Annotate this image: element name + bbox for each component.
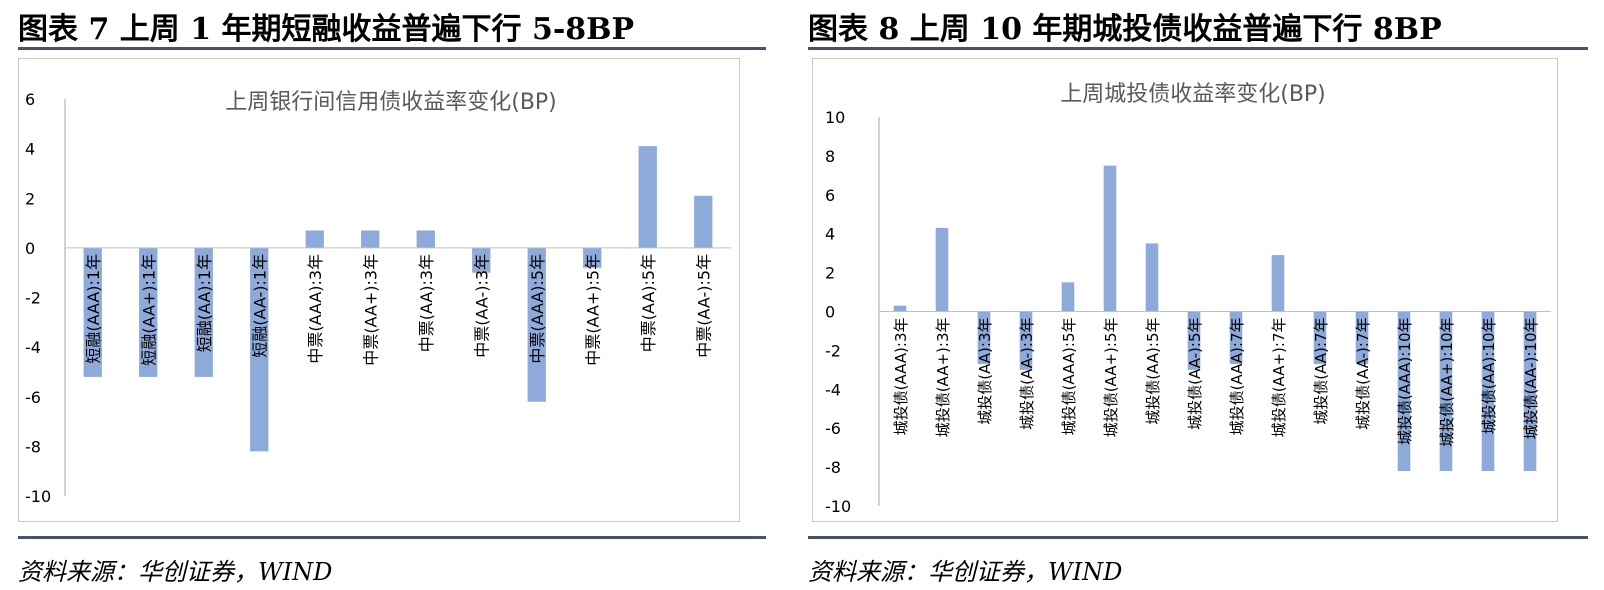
right-bar	[1355, 311, 1369, 365]
left-bar	[305, 230, 324, 248]
left-y-tick-label: 2	[25, 189, 35, 208]
right-bar	[977, 311, 991, 365]
left-bar	[194, 247, 213, 377]
left-y-tick-label: -4	[25, 338, 41, 357]
left-category-label: 短融(AA):1年	[195, 254, 214, 352]
left-bar	[638, 146, 657, 248]
left-bar-chart: 上周银行间信用债收益率变化(BP) 6 4 2 0 -2 -4 -6 -8 -10 短融(AAA):…	[25, 90, 731, 506]
right-y-tick-label: 8	[825, 147, 835, 166]
left-bar	[416, 230, 435, 248]
right-bar	[1271, 255, 1285, 312]
left-bar	[139, 247, 158, 377]
right-y-tick-label: 10	[825, 108, 845, 127]
right-bar	[1523, 311, 1537, 471]
right-category-label: 城投债(AA-):10年	[1522, 318, 1540, 440]
left-category-label: 短融(AAA):1年	[84, 254, 103, 364]
left-y-tick-label: -8	[25, 437, 41, 456]
right-y-tick-label: 2	[825, 264, 835, 283]
left-category-label: 中票(AA):5年	[639, 254, 658, 352]
right-bar-chart: 上周城投债收益率变化(BP) 10 8 6 4 2 0 -2 -4 -6 -8 -10 城投债(AAA)…	[825, 82, 1551, 516]
right-category-label: 城投债(AA):5年	[1144, 318, 1162, 425]
left-figure-heading: 图表 7 上周 1 年期短融收益普遍下行 5-8BP	[18, 12, 635, 47]
right-category-label: 城投债(AA):7年	[1312, 318, 1330, 425]
left-y-tick-label: 4	[25, 140, 35, 159]
right-chart-title: 上周城投债收益率变化(BP)	[1060, 82, 1326, 107]
left-bar	[472, 247, 491, 273]
right-bottom-rule	[808, 536, 1588, 539]
right-figure: 图表 8 上周 10 年期城投债收益普遍下行 8BP 上周城投债收益率变化(BP…	[808, 0, 1588, 590]
right-category-label: 城投债(AA-):5年	[1186, 318, 1204, 430]
right-source-note: 资料来源：华创证券，WIND	[808, 558, 1123, 586]
right-y-tick-label: -2	[825, 341, 841, 360]
right-category-label: 城投债(AA-):3年	[1018, 318, 1036, 430]
left-bar	[527, 247, 546, 402]
left-category-label: 中票(AA-):5年	[694, 254, 713, 358]
right-y-tick-label: 4	[825, 225, 835, 244]
left-category-label: 短融(AA-):1年	[250, 254, 269, 358]
left-bar	[583, 247, 602, 268]
left-bar	[694, 195, 713, 248]
right-y-tick-label: -4	[825, 380, 841, 399]
right-y-tick-label: 6	[825, 186, 835, 205]
right-category-label: 城投债(AA):3年	[976, 318, 994, 425]
left-chart-frame: 上周银行间信用债收益率变化(BP) 6 4 2 0 -2 -4 -6 -8 -10 短融(AAA):…	[18, 58, 740, 522]
left-category-label: 中票(AAA):3年	[306, 254, 325, 364]
right-top-rule	[808, 47, 1588, 50]
right-y-tick-label: -6	[825, 419, 841, 438]
right-category-label: 城投债(AAA):10年	[1396, 318, 1414, 445]
left-bottom-rule	[18, 536, 766, 539]
left-bar	[83, 247, 102, 377]
left-category-label: 中票(AA+):3年	[361, 254, 380, 366]
left-y-tick-label: -6	[25, 388, 41, 407]
left-y-tick-label: 0	[25, 239, 35, 258]
left-source-note: 资料来源：华创证券，WIND	[18, 558, 333, 586]
right-bar	[1439, 311, 1453, 471]
right-category-label: 城投债(AA+):10年	[1438, 318, 1456, 447]
right-y-tick-label: 0	[825, 303, 835, 322]
right-category-label: 城投债(AA):10年	[1480, 318, 1498, 435]
right-bar	[935, 227, 949, 312]
right-bar	[1481, 311, 1495, 471]
left-category-label: 中票(AA+):5年	[583, 254, 602, 366]
left-bar	[361, 230, 380, 248]
left-category-label: 中票(AA):3年	[417, 254, 436, 352]
right-category-label: 城投债(AA+):7年	[1270, 318, 1288, 438]
right-bar	[893, 305, 907, 312]
right-bar	[1061, 282, 1075, 312]
left-chart-title: 上周银行间信用债收益率变化(BP)	[225, 90, 557, 115]
right-chart-frame: 上周城投债收益率变化(BP) 10 8 6 4 2 0 -2 -4 -6 -8 -10 城投债(AAA)…	[812, 58, 1558, 522]
left-y-tick-label: -2	[25, 289, 41, 308]
right-category-label: 城投债(AA+):3年	[934, 318, 952, 438]
right-y-tick-label: -10	[825, 497, 851, 516]
right-category-label: 城投债(AAA):3年	[892, 318, 910, 436]
right-y-tick-label: -8	[825, 458, 841, 477]
left-category-label: 短融(AA+):1年	[139, 254, 158, 366]
right-figure-heading: 图表 8 上周 10 年期城投债收益普遍下行 8BP	[808, 12, 1442, 47]
right-bar	[1397, 311, 1411, 471]
right-bar	[1103, 165, 1117, 312]
left-top-rule	[18, 47, 766, 50]
right-category-label: 城投债(AAA):5年	[1060, 318, 1078, 436]
right-category-label: 城投债(AA+):5年	[1102, 318, 1120, 438]
right-category-label: 城投债(AAA):7年	[1228, 318, 1246, 436]
left-y-tick-label: -10	[25, 487, 51, 506]
left-bar	[250, 247, 269, 452]
left-y-tick-label: 6	[25, 90, 35, 109]
right-bar	[1313, 311, 1327, 365]
left-category-label: 中票(AAA):5年	[528, 254, 547, 364]
left-category-label: 中票(AA-):3年	[472, 254, 491, 358]
right-bar	[1145, 243, 1159, 312]
right-bar	[1019, 311, 1033, 370]
right-bar	[1187, 311, 1201, 370]
right-category-label: 城投债(AA-):7年	[1354, 318, 1372, 430]
left-figure: 图表 7 上周 1 年期短融收益普遍下行 5-8BP 上周银行间信用债收益率变化…	[18, 0, 766, 590]
right-bar	[1229, 311, 1243, 365]
